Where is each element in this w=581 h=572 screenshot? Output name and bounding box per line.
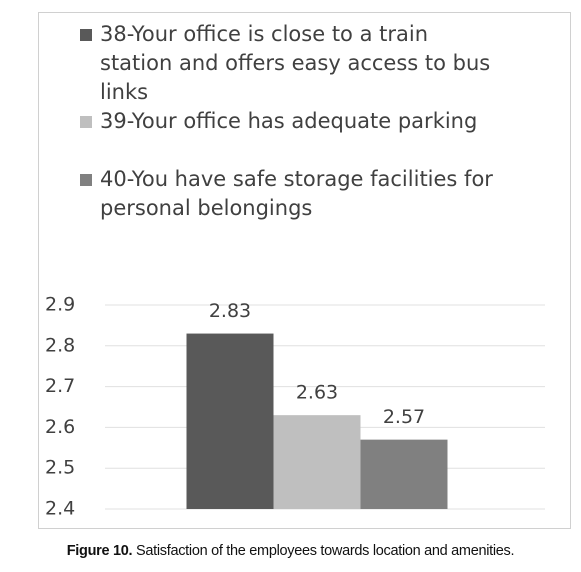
legend-swatch [80,29,92,41]
data-label: 2.57 [383,406,425,428]
caption-text: Satisfaction of the employees towards lo… [135,543,515,559]
y-tick-label: 2.5 [45,457,75,479]
y-tick-label: 2.4 [45,498,75,520]
legend-label: 40-You have safe storage facilities for … [100,167,493,220]
y-tick-label: 2.9 [45,294,75,316]
legend-item: 38-Your office is close to a train stati… [78,20,498,107]
bar [273,415,361,509]
caption-label: Figure 10. [66,543,133,559]
chart-frame [38,12,571,529]
chart: 2.4 2.5 2.6 2.7 2.8 2.9 2.83 2.63 2.57 [45,294,545,520]
legend-item: 39-Your office has adequate parking [78,107,498,136]
legend: 38-Your office is close to a train stati… [78,20,498,223]
data-label: 2.83 [209,300,251,322]
legend-swatch [80,116,92,128]
bar [186,333,274,509]
legend-item: 40-You have safe storage facilities for … [78,165,498,223]
legend-swatch [80,174,92,186]
legend-label: 38-Your office is close to a train stati… [100,22,491,104]
bar [360,439,448,509]
y-tick-label: 2.6 [45,416,75,438]
legend-label: 39-Your office has adequate parking [100,109,478,133]
y-tick-label: 2.8 [45,334,75,356]
data-label: 2.63 [296,382,338,404]
y-tick-label: 2.7 [45,375,75,397]
caption: Figure 10. Satisfaction of the employees… [0,543,581,559]
